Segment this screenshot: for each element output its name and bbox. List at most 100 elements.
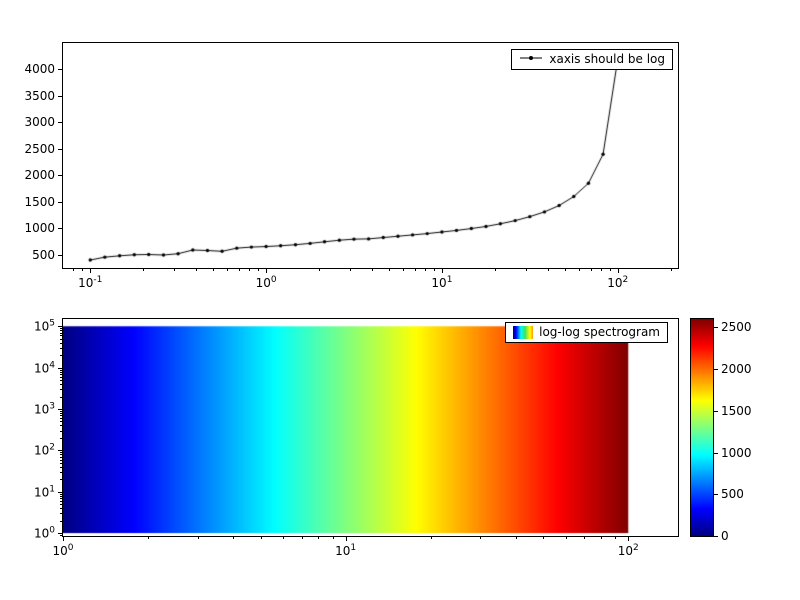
- bottom-y-minor-tick-mark: [60, 513, 62, 515]
- top-y-tick-mark: [58, 254, 62, 256]
- bottom-legend-label: log-log spectrogram: [539, 325, 660, 339]
- top-x-tick-label: 102: [607, 275, 629, 290]
- colorbar-tick-label: 2500: [721, 320, 752, 335]
- top-y-tick-label: 1000: [24, 221, 55, 236]
- bottom-y-tick-label: 105: [33, 318, 55, 334]
- bottom-y-minor-tick-mark: [60, 454, 62, 456]
- top-x-minor-tick-mark: [389, 269, 390, 271]
- bottom-y-minor-tick-mark: [60, 462, 62, 464]
- bottom-x-minor-tick-mark: [318, 537, 320, 539]
- bottom-x-tick-label: 100: [52, 543, 74, 558]
- top-y-tick-label: 2500: [24, 141, 55, 156]
- line-marker-icon: [519, 53, 543, 66]
- top-x-minor-tick-mark: [600, 269, 602, 271]
- bottom-y-minor-tick-mark: [60, 347, 62, 349]
- bottom-y-minor-tick-mark: [60, 330, 62, 332]
- bottom-y-minor-tick-mark: [60, 498, 62, 500]
- bottom-y-minor-tick-mark: [60, 335, 62, 337]
- top-y-tick-label: 3000: [24, 115, 55, 130]
- top-x-minor-tick-mark: [590, 269, 592, 271]
- bottom-y-minor-tick-mark: [60, 371, 62, 373]
- top-y-tick-label: 4000: [24, 62, 55, 77]
- bottom-y-tick-label: 101: [33, 484, 55, 500]
- bottom-y-minor-tick-mark: [60, 459, 62, 461]
- top-x-tick-label: 101: [431, 275, 453, 290]
- bottom-y-tick-mark: [58, 367, 62, 369]
- top-x-minor-tick-mark: [213, 269, 215, 271]
- top-x-minor-tick-mark: [196, 269, 198, 271]
- bottom-x-minor-tick-mark: [543, 537, 545, 539]
- bottom-y-minor-tick-mark: [60, 376, 62, 378]
- bottom-y-minor-tick-mark: [60, 389, 62, 391]
- bottom-x-tick-label: 101: [335, 543, 357, 558]
- bottom-y-minor-tick-mark: [60, 437, 62, 439]
- bottom-y-minor-tick-mark: [60, 479, 62, 481]
- bottom-legend: log-log spectrogram: [505, 322, 668, 344]
- top-y-tick-mark: [58, 69, 62, 71]
- bottom-x-minor-tick-mark: [197, 537, 199, 539]
- colorbar-tick-label: 500: [721, 487, 744, 502]
- bottom-y-minor-tick-mark: [60, 338, 62, 340]
- bottom-y-minor-tick-mark: [60, 495, 62, 497]
- bottom-y-minor-tick-mark: [60, 418, 62, 420]
- top-x-minor-tick-mark: [402, 269, 404, 271]
- bottom-x-minor-tick-mark: [282, 537, 284, 539]
- bottom-y-minor-tick-mark: [60, 332, 62, 334]
- bottom-y-tick-label: 100: [33, 525, 55, 541]
- colorbar-tick-label: 2000: [721, 362, 752, 377]
- bottom-x-tick-label: 102: [617, 543, 639, 558]
- bottom-x-minor-tick-mark: [565, 537, 567, 539]
- top-y-tick-label: 2000: [24, 168, 55, 183]
- top-x-minor-tick-mark: [227, 269, 229, 271]
- spectrogram-thumbnail-icon: [513, 326, 534, 340]
- top-x-minor-tick-mark: [414, 269, 416, 271]
- bottom-x-minor-tick-mark: [584, 537, 586, 539]
- bottom-y-tick-mark: [58, 491, 62, 493]
- bottom-y-minor-tick-mark: [60, 413, 62, 414]
- top-x-minor-tick-mark: [249, 269, 251, 271]
- bottom-y-minor-tick-mark: [60, 421, 62, 423]
- top-x-minor-tick-mark: [82, 269, 84, 271]
- colorbar-tick-label: 1500: [721, 403, 752, 418]
- colorbar-tick-mark: [714, 452, 718, 454]
- bottom-y-minor-tick-mark: [60, 500, 62, 502]
- bottom-x-minor-tick-mark: [600, 537, 602, 539]
- top-x-minor-tick-mark: [174, 269, 176, 271]
- top-x-tick-mark: [90, 269, 92, 273]
- top-x-minor-tick-mark: [349, 269, 351, 271]
- top-y-tick-label: 3500: [24, 88, 55, 103]
- top-x-minor-tick-mark: [609, 269, 611, 271]
- bottom-y-minor-tick-mark: [60, 355, 62, 357]
- bottom-y-tick-mark: [58, 409, 62, 410]
- colorbar-tick-label: 1000: [721, 445, 752, 460]
- bottom-y-minor-tick-mark: [60, 504, 62, 506]
- bottom-x-minor-tick-mark: [332, 537, 334, 539]
- bottom-x-minor-tick-mark: [515, 537, 517, 539]
- top-y-tick-mark: [58, 201, 62, 203]
- bottom-y-minor-tick-mark: [60, 415, 62, 417]
- top-legend: xaxis should be log: [511, 49, 673, 71]
- bottom-y-minor-tick-mark: [60, 452, 62, 454]
- bottom-y-minor-tick-mark: [60, 493, 62, 495]
- bottom-y-tick-mark: [58, 533, 62, 535]
- top-x-tick-mark: [617, 269, 619, 273]
- bottom-y-minor-tick-mark: [60, 466, 62, 468]
- bottom-x-minor-tick-mark: [233, 537, 235, 539]
- bottom-y-tick-mark: [58, 326, 62, 328]
- top-x-tick-label: 10-1: [78, 275, 103, 290]
- top-x-minor-tick-mark: [433, 269, 435, 271]
- top-y-tick-mark: [58, 148, 62, 150]
- top-y-tick-mark: [58, 122, 62, 124]
- bottom-y-minor-tick-mark: [60, 430, 62, 432]
- top-x-minor-tick-mark: [424, 269, 426, 271]
- bottom-y-tick-label: 104: [33, 360, 55, 376]
- top-y-tick-label: 500: [32, 247, 55, 262]
- top-y-tick-mark: [58, 175, 62, 177]
- bottom-y-minor-tick-mark: [60, 384, 62, 386]
- top-x-minor-tick-mark: [371, 269, 373, 271]
- top-x-tick-mark: [266, 269, 268, 273]
- colorbar-canvas: [691, 319, 713, 536]
- bottom-y-minor-tick-mark: [60, 534, 62, 536]
- bottom-y-minor-tick-mark: [60, 374, 62, 376]
